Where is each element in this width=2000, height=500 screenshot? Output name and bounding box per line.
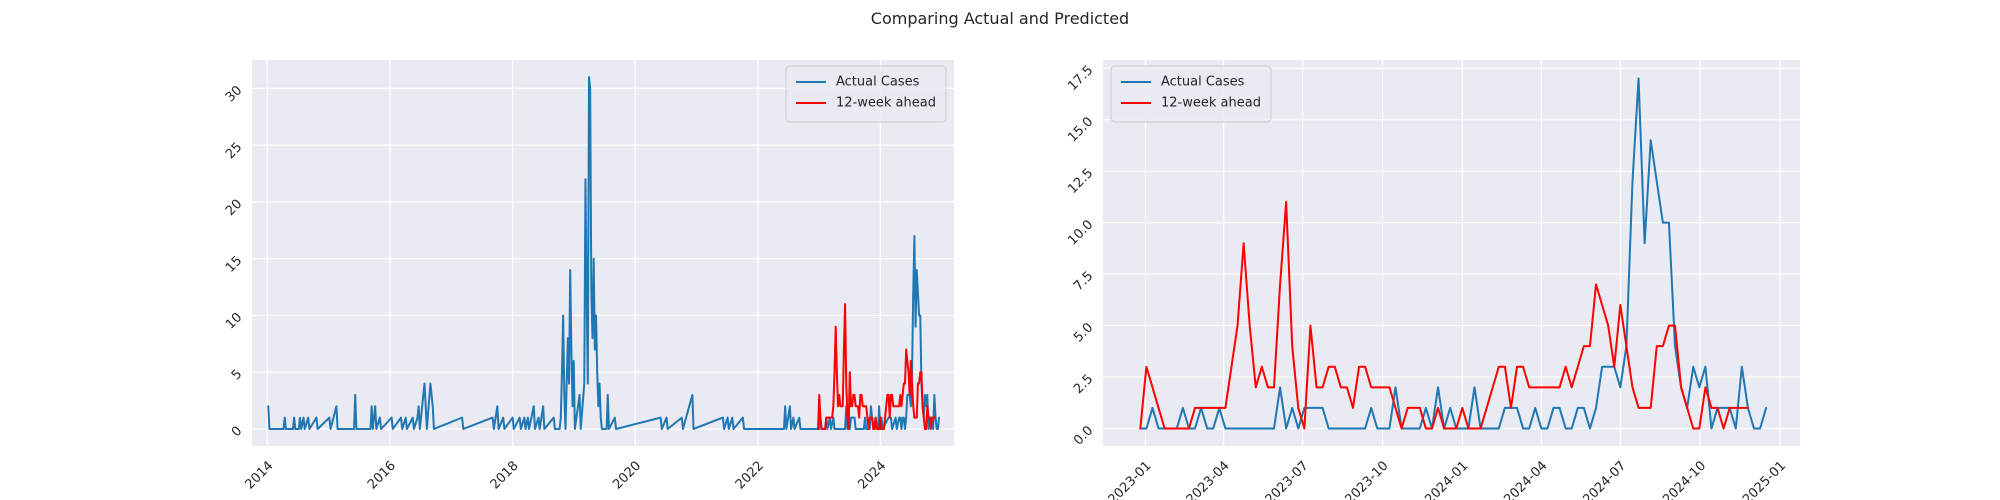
legend: Actual Cases 12-week ahead <box>1110 65 1272 123</box>
left-chart: 2014 2016 2018 2020 2022 2024051015202530Actu… <box>223 60 954 492</box>
series-lines <box>267 76 941 430</box>
legend-box <box>1110 65 1272 123</box>
series-line <box>267 76 941 430</box>
right-chart: 2023-01 2023-04 2023-07 2023-10 2024-01 2024-… <box>1065 60 1800 500</box>
series-line <box>1139 201 1749 430</box>
figure-title: Comparing Actual and Predicted <box>871 9 1129 28</box>
legend: Actual Cases 12-week ahead <box>785 65 947 123</box>
legend-label: 12-week ahead <box>836 96 936 111</box>
legend-label: Actual Cases <box>1161 75 1245 90</box>
legend-box <box>785 65 947 123</box>
legend-label: Actual Cases <box>836 75 920 90</box>
plot-area <box>1103 60 1800 446</box>
series-line <box>1139 77 1768 430</box>
series-lines <box>1139 77 1768 430</box>
series-line <box>817 303 937 430</box>
legend-label: 12-week ahead <box>1161 96 1261 111</box>
